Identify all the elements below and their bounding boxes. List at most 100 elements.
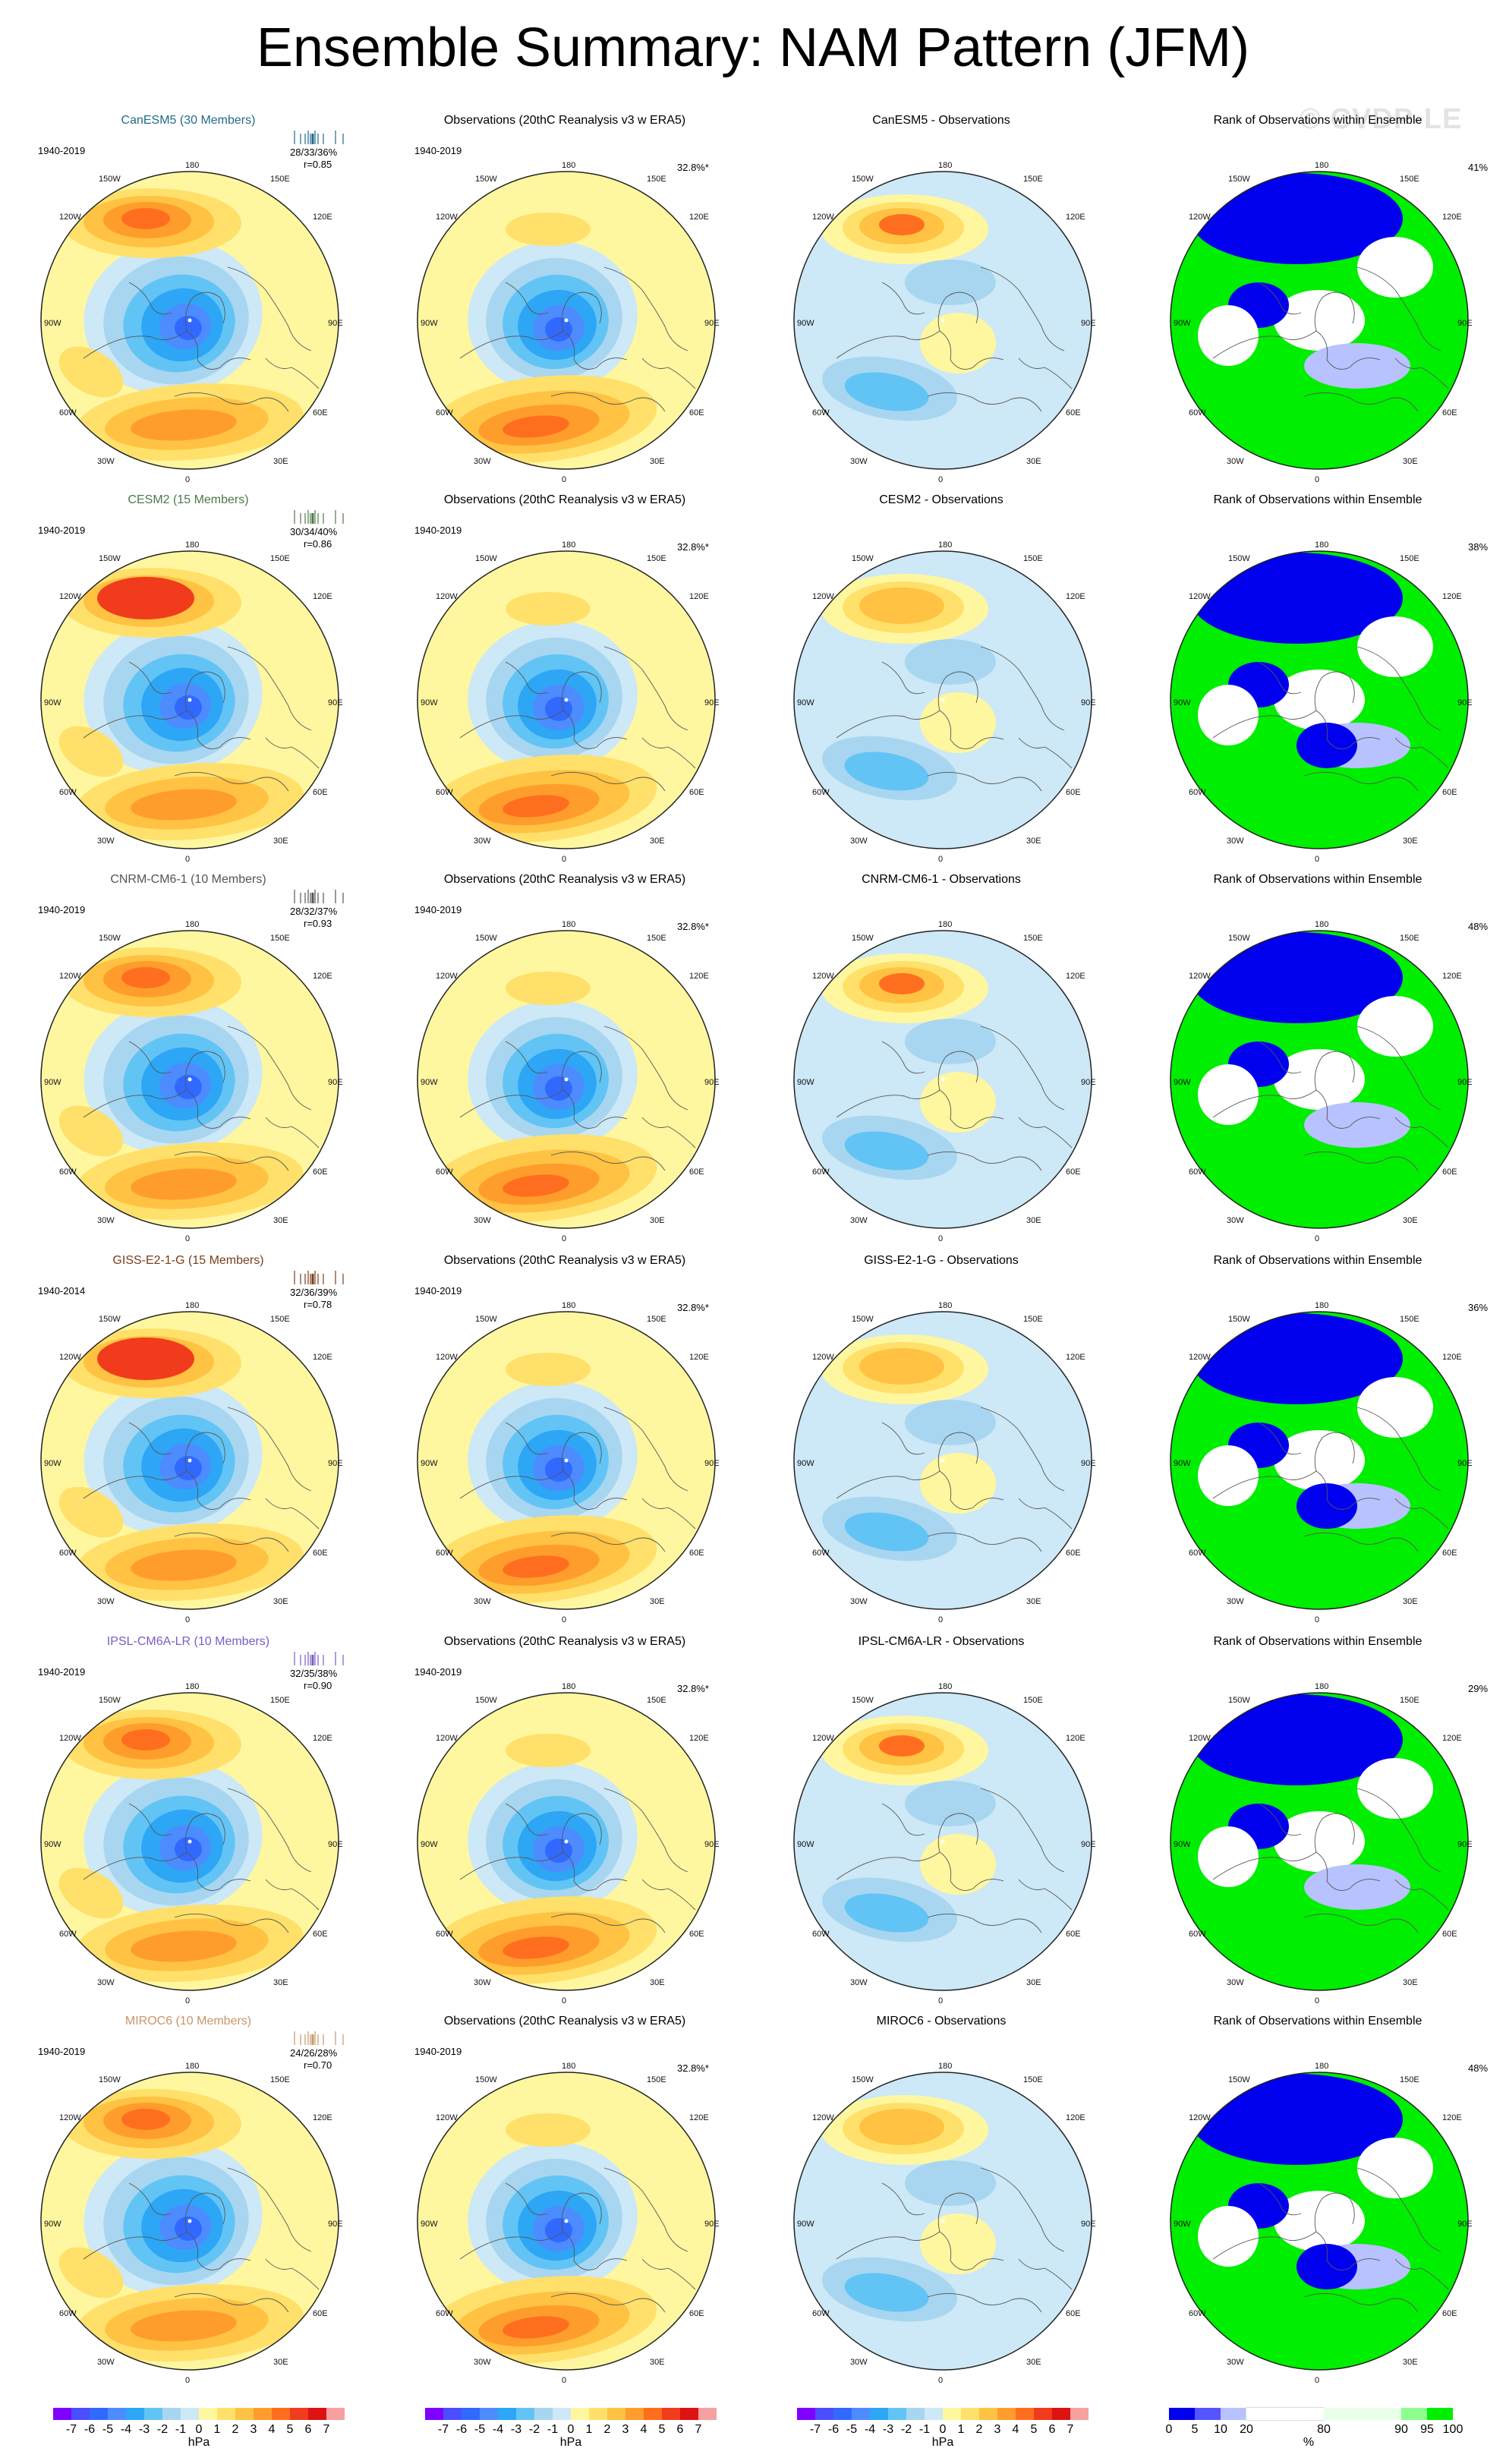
lon-label-right: 90E xyxy=(1081,1078,1096,1087)
map-boundary xyxy=(793,1692,1092,1991)
analysis-period: 1940-2014 xyxy=(38,1285,86,1297)
lon-label-mid-upper-left: 120W xyxy=(812,2113,834,2122)
coastlines xyxy=(1212,1026,1449,1171)
colorbar-swatch xyxy=(870,2408,888,2420)
lon-label-mid-upper-left: 120W xyxy=(812,1353,834,1362)
lon-label-upper-right: 150E xyxy=(1023,2075,1043,2084)
rank-panel-title: Rank of Observations within Ensemble xyxy=(1213,114,1423,127)
contour-region xyxy=(1198,1064,1259,1125)
lon-label-lower-right: 30E xyxy=(650,457,665,466)
lon-label-lower-right: 30E xyxy=(273,457,288,466)
lon-label-mid-lower-right: 60E xyxy=(313,1549,328,1558)
obs-panel: Observations (20thC Reanalysis v3 w ERA5… xyxy=(376,471,753,864)
analysis-period: 1940-2019 xyxy=(38,2046,86,2057)
contour-region xyxy=(879,214,925,235)
lon-label-top: 180 xyxy=(938,161,953,170)
colorbar-swatch xyxy=(1246,2407,1325,2421)
lon-label-upper-left: 150W xyxy=(852,1696,874,1705)
model-panel-title: MIROC6 (10 Members) xyxy=(124,2015,252,2028)
analysis-period: 1940-2019 xyxy=(414,904,462,915)
explained-variance: 32.8%* xyxy=(677,162,709,173)
colorbar-swatch xyxy=(199,2408,217,2420)
north-pole-marker xyxy=(187,698,192,702)
analysis-period: 1940-2019 xyxy=(38,904,86,915)
lon-label-upper-right: 150E xyxy=(1400,934,1419,943)
lon-label-lower-left: 30W xyxy=(97,457,115,466)
colorbar-tick: 80 xyxy=(1317,2423,1331,2436)
lon-label-bottom: 0 xyxy=(938,475,944,484)
obs-map xyxy=(414,169,718,472)
lon-label-lower-right: 30E xyxy=(1026,1978,1041,1987)
colorbar-unit: % xyxy=(1303,2436,1315,2449)
lon-label-upper-left: 150W xyxy=(475,554,497,563)
colorbar-tick: -3 xyxy=(510,2423,522,2436)
colorbar-tick: 1 xyxy=(585,2423,593,2436)
lon-label-lower-right: 30E xyxy=(273,2358,288,2367)
lon-label-mid-lower-left: 60W xyxy=(1189,408,1206,417)
lon-label-mid-lower-right: 60E xyxy=(313,408,328,417)
lon-label-bottom: 0 xyxy=(1315,475,1320,484)
lon-label-lower-left: 30W xyxy=(850,837,868,846)
coastlines xyxy=(83,266,320,412)
lon-label-upper-left: 150W xyxy=(852,2075,874,2084)
lon-label-bottom: 0 xyxy=(185,1996,191,2006)
colorbar-tick: 7 xyxy=(695,2423,702,2436)
lon-label-bottom: 0 xyxy=(562,1234,567,1243)
colorbar-tick: 0 xyxy=(195,2423,203,2436)
lon-label-mid-lower-left: 60W xyxy=(436,1549,453,1558)
coastlines xyxy=(459,1026,696,1171)
lon-label-top: 180 xyxy=(562,1301,576,1310)
coastlines xyxy=(83,1026,320,1171)
analysis-period: 1940-2019 xyxy=(414,1285,462,1297)
contour-region xyxy=(905,639,996,685)
north-pole-marker xyxy=(187,1077,192,1082)
lon-label-mid-upper-left: 120W xyxy=(436,1734,458,1743)
colorbar-tick: 5 xyxy=(286,2423,294,2436)
contour-region xyxy=(503,415,569,438)
diff-map xyxy=(791,1690,1095,1993)
analysis-period: 1940-2019 xyxy=(38,525,86,536)
contour-region xyxy=(905,2160,996,2206)
lon-label-mid-lower-left: 60W xyxy=(59,788,77,797)
lon-label-mid-upper-left: 120W xyxy=(1189,592,1211,601)
lon-label-mid-upper-left: 120W xyxy=(59,1353,81,1362)
rank-map xyxy=(1167,169,1471,472)
lon-label-mid-lower-left: 60W xyxy=(436,408,453,417)
coastlines xyxy=(459,1407,696,1552)
lon-label-left: 90W xyxy=(797,319,814,328)
lon-label-top: 180 xyxy=(185,1682,200,1691)
contour-region xyxy=(1190,1694,1403,1785)
map-boundary xyxy=(1170,930,1469,1229)
lon-label-lower-left: 30W xyxy=(97,837,115,846)
obs-panel: Observations (20thC Reanalysis v3 w ERA5… xyxy=(376,1612,753,2006)
lon-label-mid-upper-right: 120E xyxy=(1442,592,1462,601)
contour-region xyxy=(920,1453,996,1514)
explained-variance: 48% xyxy=(1468,921,1489,932)
colorbar-tick: 3 xyxy=(994,2423,1001,2436)
lon-label-upper-left: 150W xyxy=(475,934,497,943)
lon-label-left: 90W xyxy=(421,1840,438,1849)
colorbar-tick: 2 xyxy=(975,2423,983,2436)
lon-label-mid-lower-right: 60E xyxy=(313,1167,328,1177)
variance-stats: 28/32/37% xyxy=(290,906,338,917)
lon-label-mid-upper-right: 120E xyxy=(689,2113,709,2122)
colorbar-swatch xyxy=(1221,2408,1246,2420)
colorbar-tick: -6 xyxy=(827,2423,840,2436)
lon-label-mid-upper-left: 120W xyxy=(812,213,834,222)
lon-label-bottom: 0 xyxy=(185,1615,191,1624)
colorbar-tick: 10 xyxy=(1214,2423,1227,2436)
lon-label-lower-left: 30W xyxy=(850,1978,868,1987)
lon-label-lower-right: 30E xyxy=(1403,837,1418,846)
contour-region xyxy=(905,260,996,305)
model-map xyxy=(38,928,342,1231)
lon-label-lower-left: 30W xyxy=(1227,2358,1244,2367)
colorbar-swatch xyxy=(144,2408,162,2420)
contour-region xyxy=(1304,1864,1410,1910)
colorbar-tick: 0 xyxy=(1165,2423,1173,2436)
north-pole-marker xyxy=(940,698,945,702)
contour-region xyxy=(1296,723,1357,768)
north-pole-marker xyxy=(940,2219,945,2223)
colorbar-swatch xyxy=(162,2408,181,2420)
contour-region xyxy=(844,372,929,411)
lon-label-upper-left: 150W xyxy=(852,175,874,184)
